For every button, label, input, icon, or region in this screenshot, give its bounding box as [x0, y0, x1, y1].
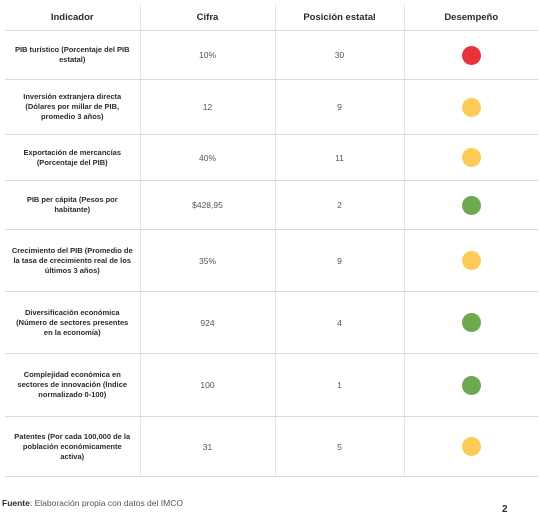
header-desempeno: Desempeño: [403, 4, 538, 31]
value-cell: 12: [139, 79, 275, 135]
header-posicion-estatal: Posición estatal: [274, 4, 404, 31]
indicator-cell: Crecimiento del PIB (Promedio de la tasa…: [5, 229, 140, 292]
source-note: Fuente: Elaboración propia con datos del…: [2, 498, 183, 508]
performance-dot-icon: [461, 313, 481, 332]
performance-dot-icon: [461, 148, 481, 167]
position-cell: 11: [274, 134, 404, 181]
indicator-cell: Inversión extranjera directa (Dólares po…: [5, 79, 140, 135]
table-row: Patentes (Por cada 100,000 de la poblaci…: [5, 416, 538, 477]
indicator-cell: Complejidad económica en sectores de inn…: [5, 353, 140, 417]
header-cifra: Cifra: [139, 4, 275, 31]
position-cell: 4: [274, 291, 404, 354]
position-cell: 9: [274, 79, 404, 135]
performance-dot-icon: [461, 45, 481, 65]
table-row: PIB per cápita (Pesos por habitante) $42…: [5, 180, 538, 230]
indicator-cell: Exportación de mercancías (Porcentaje de…: [5, 134, 140, 181]
indicator-cell: Patentes (Por cada 100,000 de la poblaci…: [5, 416, 140, 477]
position-cell: 5: [274, 416, 404, 477]
value-cell: 31: [139, 416, 275, 477]
table-header-row: Indicador Cifra Posición estatal Desempe…: [5, 4, 538, 31]
performance-cell: [403, 134, 538, 181]
value-cell: 40%: [139, 134, 275, 181]
performance-dot-icon: [461, 97, 481, 117]
performance-cell: [403, 30, 538, 80]
table-row: Inversión extranjera directa (Dólares po…: [5, 79, 538, 135]
table-row: PIB turístico (Porcentaje del PIB estata…: [5, 30, 538, 80]
performance-cell: [403, 416, 538, 477]
performance-dot-icon: [461, 375, 481, 395]
position-cell: 9: [274, 229, 404, 292]
source-label: Fuente: [2, 498, 30, 508]
table-row: Diversificación económica (Número de sec…: [5, 291, 538, 354]
indicator-cell: Diversificación económica (Número de sec…: [5, 291, 140, 354]
header-indicador: Indicador: [5, 4, 140, 31]
value-cell: 35%: [139, 229, 275, 292]
table-row: Crecimiento del PIB (Promedio de la tasa…: [5, 229, 538, 292]
indicator-cell: PIB turístico (Porcentaje del PIB estata…: [5, 30, 140, 80]
table-row: Exportación de mercancías (Porcentaje de…: [5, 134, 538, 181]
performance-dot-icon: [461, 251, 481, 270]
value-cell: $428,95: [139, 180, 275, 230]
position-cell: 1: [274, 353, 404, 417]
performance-cell: [403, 180, 538, 230]
indicators-table: Indicador Cifra Posición estatal Desempe…: [5, 4, 538, 477]
indicator-cell: PIB per cápita (Pesos por habitante): [5, 180, 140, 230]
source-text: : Elaboración propia con datos del IMCO: [29, 498, 183, 508]
performance-cell: [403, 353, 538, 417]
table-row: Complejidad económica en sectores de inn…: [5, 353, 538, 417]
page-number: 2: [502, 504, 508, 515]
position-cell: 30: [274, 30, 404, 80]
position-cell: 2: [274, 180, 404, 230]
value-cell: 100: [139, 353, 275, 417]
performance-cell: [403, 79, 538, 135]
performance-dot-icon: [461, 195, 481, 215]
indicators-table-container: Indicador Cifra Posición estatal Desempe…: [5, 4, 538, 477]
performance-cell: [403, 291, 538, 354]
value-cell: 924: [139, 291, 275, 354]
value-cell: 10%: [139, 30, 275, 80]
performance-cell: [403, 229, 538, 292]
performance-dot-icon: [461, 437, 481, 456]
